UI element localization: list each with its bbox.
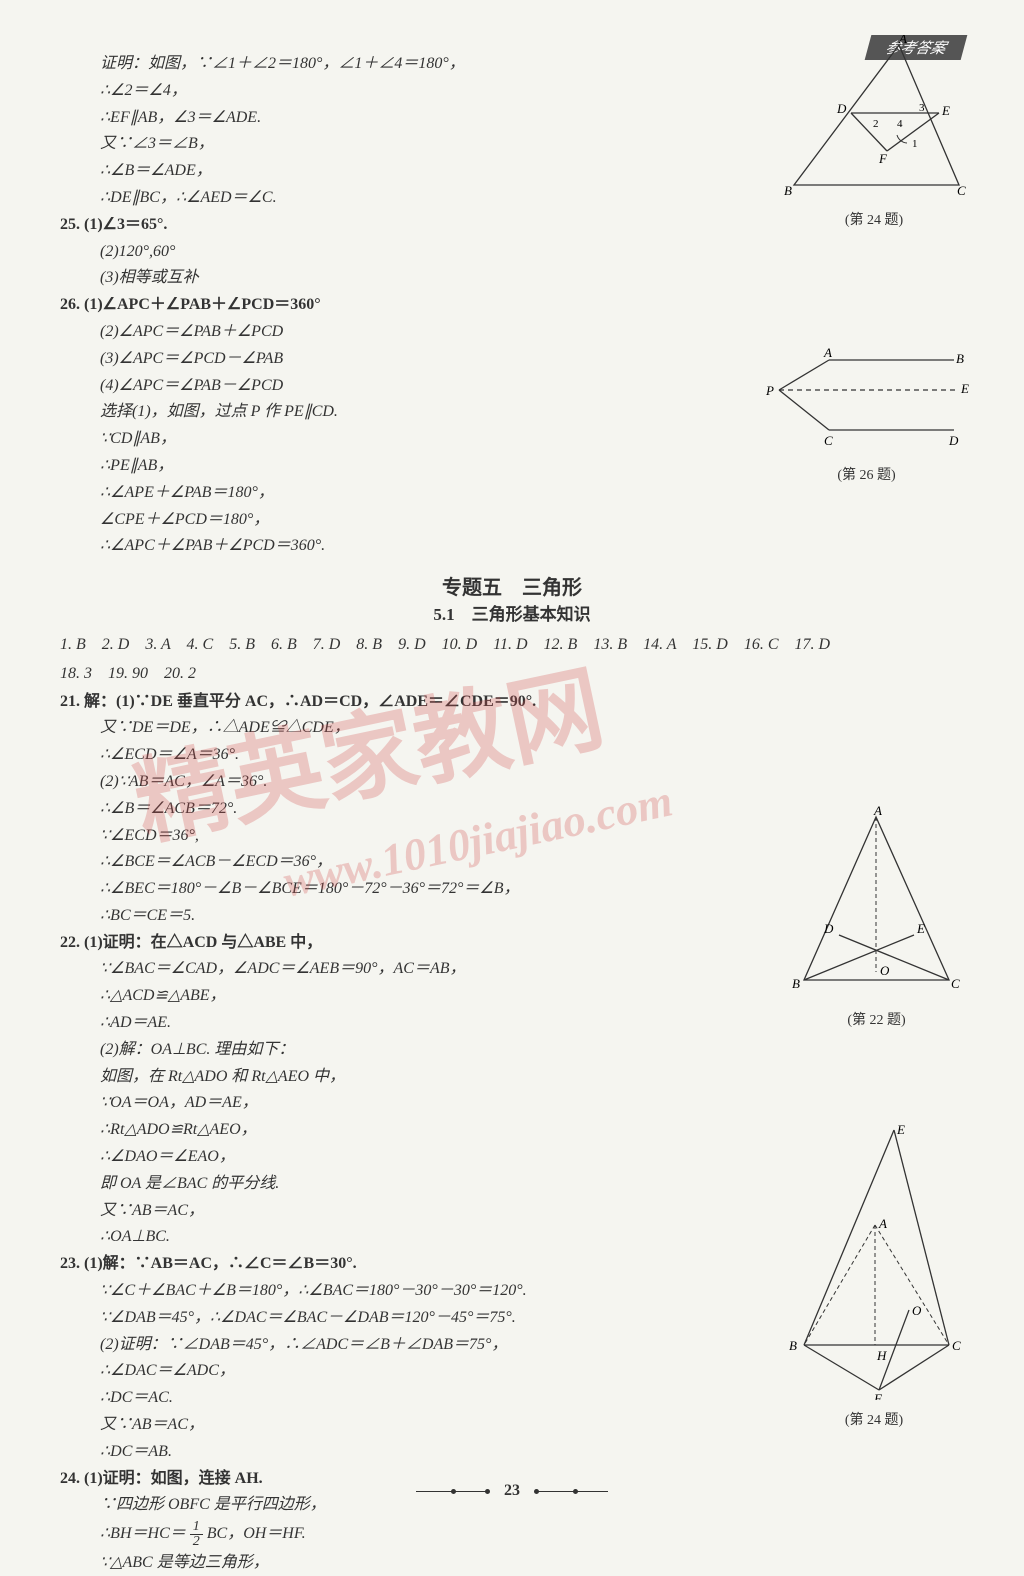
text-line: ∴DC＝AB. xyxy=(60,1440,964,1465)
figure-caption: (第 24 题) xyxy=(779,1409,969,1429)
text-line: 如图，在 Rt△ADO 和 Rt△AEO 中， xyxy=(60,1065,964,1090)
svg-text:C: C xyxy=(824,433,833,448)
triangle-diagram-icon: E A B C H O F xyxy=(779,1120,969,1400)
svg-text:4: 4 xyxy=(897,118,903,130)
text-line: 21. 解：(1)∵DE 垂直平分 AC，∴AD＝CD，∠ADE＝∠CDE＝90… xyxy=(60,690,964,715)
svg-text:D: D xyxy=(836,101,847,116)
fraction: 12 xyxy=(190,1520,203,1549)
svg-text:C: C xyxy=(952,1338,961,1353)
svg-text:C: C xyxy=(957,183,966,198)
text-line: ∴∠APE＋∠PAB＝180°， xyxy=(60,481,964,506)
svg-text:D: D xyxy=(823,921,834,936)
svg-text:E: E xyxy=(896,1122,905,1137)
text-line: (2)解：OA⊥BC. 理由如下： xyxy=(60,1038,964,1063)
svg-text:E: E xyxy=(960,381,969,396)
svg-text:H: H xyxy=(876,1348,887,1363)
svg-text:F: F xyxy=(873,1391,883,1400)
text-line: ∠CPE＋∠PCD＝180°， xyxy=(60,508,964,533)
text-line: (2)120°,60° xyxy=(60,240,964,265)
svg-text:C: C xyxy=(951,976,960,991)
svg-text:A: A xyxy=(898,35,907,46)
figure-caption: (第 22 题) xyxy=(784,1009,969,1029)
svg-text:3: 3 xyxy=(919,102,925,114)
page-decoration-icon xyxy=(538,1491,608,1492)
svg-text:E: E xyxy=(916,921,925,936)
svg-text:A: A xyxy=(878,1216,887,1231)
page-number-value: 23 xyxy=(504,1482,520,1499)
text-line: (2)∵AB＝AC，∠A＝36°. xyxy=(60,770,964,795)
text-line: ∴BH＝HC＝ 12 BC，OH＝HF. xyxy=(60,1520,964,1549)
figure-22: A B C D E O (第 22 题) xyxy=(784,805,969,1029)
figure-caption: (第 26 题) xyxy=(764,464,969,484)
page-decoration-icon xyxy=(416,1491,486,1492)
svg-text:B: B xyxy=(784,183,792,198)
triangle-diagram-icon: A B C D E O xyxy=(784,805,969,1000)
svg-text:B: B xyxy=(792,976,800,991)
figure-24-bottom: E A B C H O F (第 24 题) xyxy=(779,1120,969,1429)
svg-text:2: 2 xyxy=(873,118,879,130)
svg-text:F: F xyxy=(878,151,888,166)
text-fragment: BC，OH＝HF. xyxy=(207,1525,306,1542)
text-line: ∵OA＝OA，AD＝AE， xyxy=(60,1091,964,1116)
svg-text:1: 1 xyxy=(912,138,918,150)
page-number: 23 xyxy=(0,1482,1024,1500)
text-line: ∵△ABC 是等边三角形， xyxy=(60,1551,964,1576)
text-line: (3)相等或互补 xyxy=(60,266,964,291)
text-line: ∴∠ECD＝∠A＝36°. xyxy=(60,743,964,768)
answers-row: 1. B 2. D 3. A 4. C 5. B 6. B 7. D 8. B … xyxy=(60,631,964,658)
svg-text:A: A xyxy=(873,805,882,818)
section-title: 专题五 三角形 xyxy=(60,571,964,600)
svg-text:D: D xyxy=(948,433,959,448)
svg-text:B: B xyxy=(956,351,964,366)
text-line: ∴∠APC＋∠PAB＋∠PCD＝360°. xyxy=(60,534,964,559)
text-fragment: ∴BH＝HC＝ xyxy=(100,1525,186,1542)
figure-24-top: A B C D E F 1 2 3 4 (第 24 题) xyxy=(779,35,969,229)
svg-text:A: A xyxy=(823,345,832,360)
triangle-diagram-icon: A B C D E F 1 2 3 4 xyxy=(779,35,969,200)
text-line: (2)∠APC＝∠PAB＋∠PCD xyxy=(60,320,964,345)
svg-text:B: B xyxy=(789,1338,797,1353)
svg-text:O: O xyxy=(912,1303,922,1318)
figure-26: A B C D E P (第 26 题) xyxy=(764,345,969,484)
text-line: 又∵DE＝DE，∴△ADE≌△CDE， xyxy=(60,716,964,741)
svg-text:O: O xyxy=(880,963,890,978)
figure-caption: (第 24 题) xyxy=(779,209,969,229)
parallel-diagram-icon: A B C D E P xyxy=(764,345,969,455)
text-line: 26. (1)∠APC＋∠PAB＋∠PCD＝360° xyxy=(60,293,964,318)
section-subtitle: 5.1 三角形基本知识 xyxy=(60,600,964,625)
svg-text:E: E xyxy=(941,103,950,118)
svg-text:P: P xyxy=(765,383,774,398)
answers-row: 18. 3 19. 90 20. 2 xyxy=(60,660,964,687)
